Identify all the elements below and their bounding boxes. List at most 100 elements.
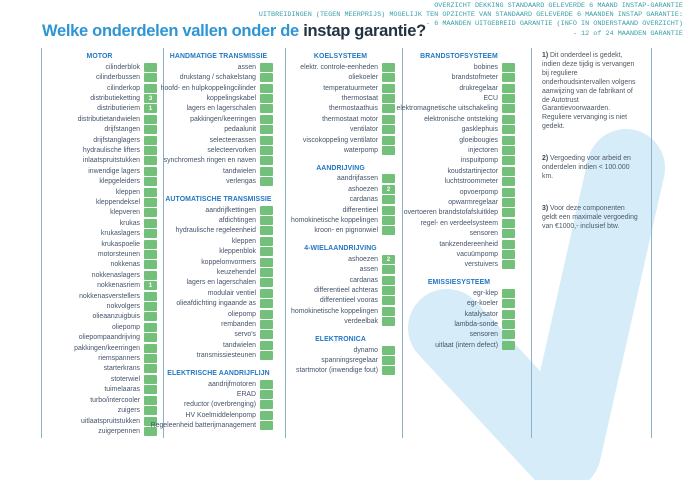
part-row: elektronische ontsteking — [403, 114, 515, 124]
part-label: ECU — [483, 94, 498, 102]
coverage-checkbox — [382, 226, 395, 236]
coverage-checkbox — [502, 177, 515, 187]
part-row: synchromesh ringen en naven — [164, 156, 273, 166]
part-label: kleppen — [115, 188, 140, 196]
coverage-checkbox — [260, 236, 273, 246]
part-row: nokkenaslagers — [42, 270, 157, 280]
coverage-checkbox — [382, 114, 395, 124]
coverage-checkbox — [382, 306, 395, 316]
parts-section: AUTOMATISCHE TRANSMISSIE aandrijfkettinge… — [164, 195, 273, 361]
coverage-checkbox — [260, 205, 273, 215]
part-label: hoofd- en hulpkoppelingcilinder — [160, 84, 256, 92]
section-title: KOELSYSTEEM — [313, 53, 368, 60]
part-row: verstuivers — [403, 260, 515, 270]
part-row: elektr. controle-eenheden — [286, 62, 395, 72]
coverage-checkbox — [144, 187, 157, 197]
coverage-checkbox — [260, 135, 273, 145]
part-row: servo's — [164, 330, 273, 340]
part-row: transmissiesteunen — [164, 351, 273, 361]
part-row: aandrijfassen — [286, 174, 395, 184]
part-row: pakkingen/keerringen — [42, 343, 157, 353]
coverage-overview-note: OVERZICHT DEKKING STANDAARD GELEVERDE 6 … — [259, 2, 683, 39]
coverage-checkbox — [260, 288, 273, 298]
part-label: keuzehendel — [216, 269, 256, 277]
parts-column-1: MOTOR cilinderblok cilinderbussen cilinderk… — [41, 48, 163, 438]
part-label: servo's — [234, 331, 256, 339]
part-label: inlaatspruitstukken — [82, 157, 140, 165]
coverage-checkbox — [382, 275, 395, 285]
coverage-checkbox — [382, 62, 395, 72]
coverage-checkbox — [144, 208, 157, 218]
part-label: lagers en lagerschalen — [186, 279, 256, 287]
coverage-checkbox — [144, 135, 157, 145]
coverage-checkbox — [502, 218, 515, 228]
part-row: waterpomp — [286, 145, 395, 155]
part-row: cardanas — [286, 275, 395, 285]
part-label: lagers en lagerschalen — [186, 105, 256, 113]
parts-section: EMISSIESYSTEEM egr-klep egr-koeler katalysa… — [403, 278, 515, 350]
coverage-checkbox — [502, 299, 515, 309]
part-label: krukas — [119, 219, 140, 227]
part-label: olieaanzuigbuis — [92, 313, 140, 321]
part-label: krukaspoelie — [101, 240, 140, 248]
part-label: motorsteunen — [97, 251, 140, 259]
part-row: opvoerpomp — [403, 187, 515, 197]
part-row: turbo/intercooler — [42, 395, 157, 405]
coverage-checkbox — [382, 83, 395, 93]
part-label: uitlaat (intern defect) — [435, 341, 498, 349]
parts-section: 4-WIELAANDRIJVING ashoezen 2 assen cardanas d… — [286, 244, 395, 327]
section-title: AUTOMATISCHE TRANSMISSIE — [165, 195, 272, 203]
part-row: nokkenasverstellers — [42, 291, 157, 301]
part-row: egr-koeler — [403, 299, 515, 309]
coverage-checkbox — [260, 226, 273, 236]
part-label: tandwielen — [223, 341, 256, 349]
coverage-checkbox — [144, 197, 157, 207]
section-title: EMISSIESYSTEEM — [427, 279, 491, 287]
part-label: elektromagnetische uitschakeling — [396, 105, 498, 113]
parts-section: AANDRIJVING aandrijfassen ashoezen 2 cardana… — [286, 164, 395, 236]
parts-section: ELEKTRONICA dynamo spanningsregelaar startm… — [286, 335, 395, 376]
coverage-checkbox — [382, 286, 395, 296]
coverage-checkbox — [260, 104, 273, 114]
part-label: assen — [237, 63, 256, 71]
part-row: oliepomp — [164, 309, 273, 319]
part-row: hydraulische regeleenheid — [164, 226, 273, 236]
parts-section: ELEKTRISCHE AANDRIJFLIJN aandrijfmotoren E… — [151, 369, 273, 431]
coverage-checkbox — [144, 156, 157, 166]
part-row: kleppenblok — [164, 247, 273, 257]
coverage-checkbox — [144, 125, 157, 135]
part-row: nokkenasriem 1 — [42, 281, 157, 291]
part-label: nokkenas — [110, 261, 141, 269]
coverage-checkbox — [260, 62, 273, 72]
footnote: 1) Dit onderdeel is gedekt, indien deze … — [542, 52, 636, 131]
part-label: tankzendereenheid — [439, 240, 498, 248]
parts-section: MOTOR cilinderblok cilinderbussen cilinderk… — [42, 52, 157, 437]
coverage-checkbox — [502, 125, 515, 135]
part-row: kleppen — [42, 187, 157, 197]
part-label: klepveren — [110, 209, 140, 217]
coverage-checkbox — [144, 406, 157, 416]
part-label: differentieel vooras — [319, 297, 378, 305]
part-row: tankzendereenheid — [403, 239, 515, 249]
coverage-checkbox — [144, 426, 157, 436]
coverage-checkbox — [260, 83, 273, 93]
part-row: brandstofmeter — [403, 72, 515, 83]
part-label: ashoezen — [348, 255, 378, 263]
part-row: krukaslagers — [42, 229, 157, 239]
part-row: spanningsregelaar — [286, 355, 395, 366]
part-row: sensoren — [403, 229, 515, 239]
part-row: kleppen — [164, 236, 273, 246]
part-label: sensoren — [469, 230, 498, 238]
coverage-checkbox — [144, 177, 157, 187]
part-row: tandwielen — [164, 340, 273, 350]
coverage-checkbox — [382, 104, 395, 114]
part-row: kleppendeksel — [42, 197, 157, 207]
coverage-note-line: - 6 MAANDEN UITGEBREID GARANTIE (INFO IN… — [426, 20, 683, 29]
part-label: sensoren — [469, 331, 498, 339]
part-row: overtoeren brandstofafsluitklep — [403, 208, 515, 218]
part-row: viscokoppeling ventilator — [286, 135, 395, 145]
coverage-checkbox — [144, 364, 157, 374]
part-row: klepveren — [42, 208, 157, 218]
coverage-checkbox — [382, 317, 395, 327]
